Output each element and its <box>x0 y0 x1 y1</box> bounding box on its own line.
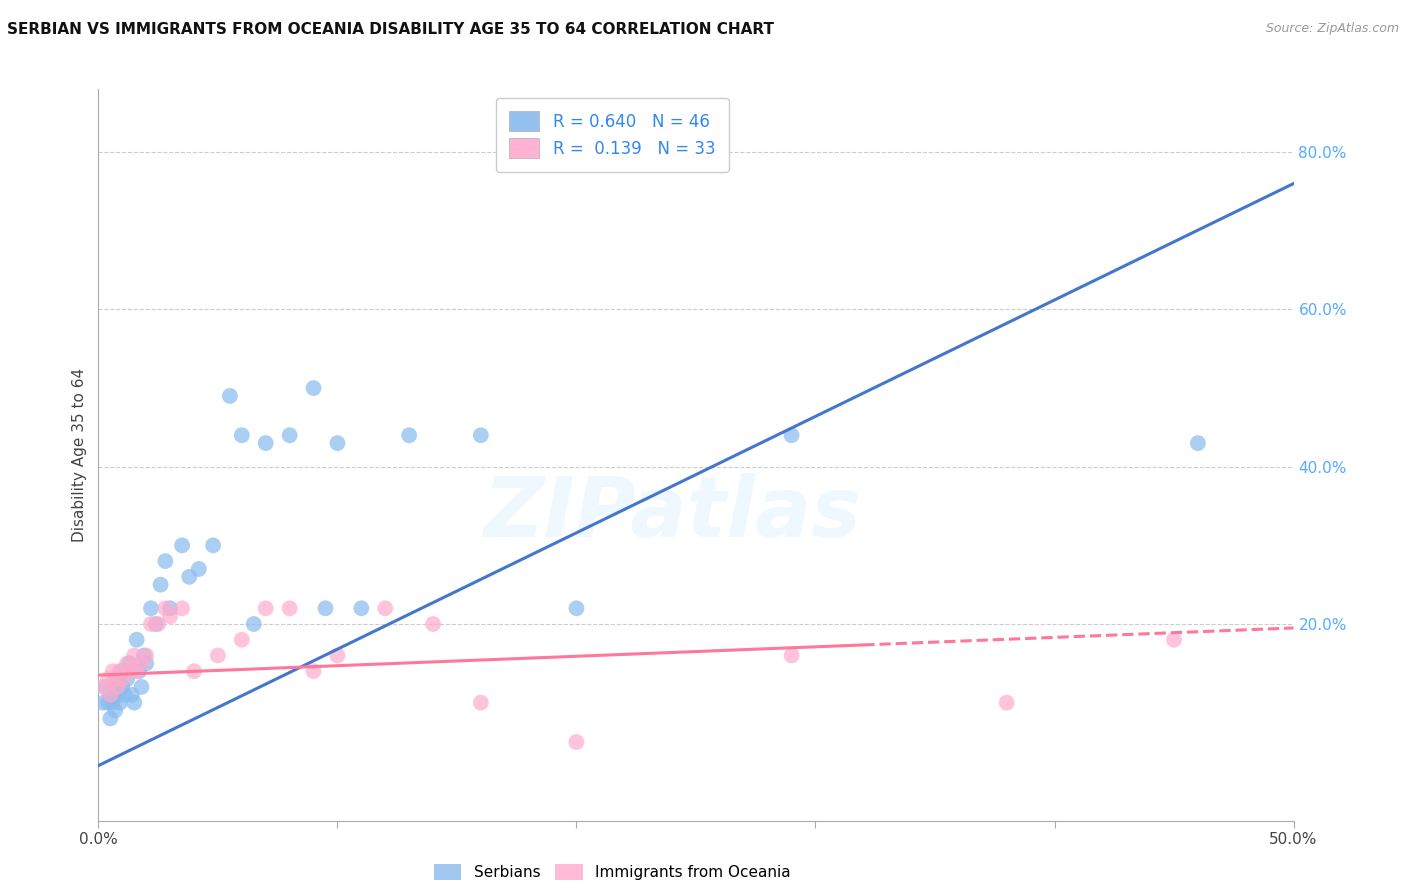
Point <box>350 601 373 615</box>
Point <box>108 664 131 678</box>
Point <box>104 680 127 694</box>
Point <box>326 436 349 450</box>
Point <box>115 672 138 686</box>
Point <box>121 688 143 702</box>
Point <box>115 657 138 671</box>
Point <box>135 657 157 671</box>
Point <box>187 562 209 576</box>
Point <box>145 617 167 632</box>
Point <box>107 688 129 702</box>
Point <box>565 735 588 749</box>
Point <box>422 617 444 632</box>
Point <box>98 688 122 702</box>
Text: ZIPatlas: ZIPatlas <box>484 473 860 554</box>
Point <box>159 609 181 624</box>
Point <box>111 672 134 686</box>
Point <box>104 704 127 718</box>
Point <box>155 554 177 568</box>
Text: Source: ZipAtlas.com: Source: ZipAtlas.com <box>1265 22 1399 36</box>
Point <box>114 688 136 702</box>
Point <box>254 436 277 450</box>
Point <box>219 389 242 403</box>
Point <box>278 601 301 615</box>
Text: SERBIAN VS IMMIGRANTS FROM OCEANIA DISABILITY AGE 35 TO 64 CORRELATION CHART: SERBIAN VS IMMIGRANTS FROM OCEANIA DISAB… <box>7 22 775 37</box>
Point <box>97 696 120 710</box>
Point <box>172 538 194 552</box>
Point <box>302 381 325 395</box>
Point <box>1163 632 1185 647</box>
Legend: Serbians, Immigrants from Oceania: Serbians, Immigrants from Oceania <box>427 858 797 886</box>
Point <box>118 664 141 678</box>
Point <box>470 696 492 710</box>
Point <box>179 570 201 584</box>
Point <box>104 672 127 686</box>
Point <box>148 617 170 632</box>
Point <box>149 577 172 591</box>
Point <box>1187 436 1209 450</box>
Point <box>91 696 114 710</box>
Point <box>135 648 157 663</box>
Point <box>315 601 337 615</box>
Point <box>98 711 122 725</box>
Point <box>231 428 253 442</box>
Point <box>132 648 155 663</box>
Point <box>155 601 177 615</box>
Point <box>231 632 253 647</box>
Point <box>97 672 120 686</box>
Point <box>398 428 420 442</box>
Point <box>470 428 492 442</box>
Point <box>780 428 803 442</box>
Point <box>254 601 277 615</box>
Point <box>995 696 1018 710</box>
Point <box>91 680 114 694</box>
Point <box>108 696 131 710</box>
Point <box>124 648 146 663</box>
Point <box>111 680 134 694</box>
Point <box>139 601 162 615</box>
Point <box>101 696 124 710</box>
Point <box>128 664 150 678</box>
Point <box>207 648 229 663</box>
Point <box>124 696 146 710</box>
Point <box>107 680 129 694</box>
Point <box>131 680 153 694</box>
Point <box>118 657 141 671</box>
Point <box>101 664 124 678</box>
Point <box>131 657 153 671</box>
Point <box>183 664 205 678</box>
Point <box>243 617 266 632</box>
Point <box>125 632 148 647</box>
Point <box>94 680 117 694</box>
Point <box>326 648 349 663</box>
Point <box>125 664 148 678</box>
Point <box>139 617 162 632</box>
Point <box>202 538 225 552</box>
Y-axis label: Disability Age 35 to 64: Disability Age 35 to 64 <box>72 368 87 542</box>
Point <box>111 664 134 678</box>
Point <box>172 601 194 615</box>
Point <box>98 688 122 702</box>
Point <box>374 601 396 615</box>
Point <box>107 672 129 686</box>
Point <box>565 601 588 615</box>
Point <box>780 648 803 663</box>
Point <box>159 601 181 615</box>
Point <box>302 664 325 678</box>
Point <box>278 428 301 442</box>
